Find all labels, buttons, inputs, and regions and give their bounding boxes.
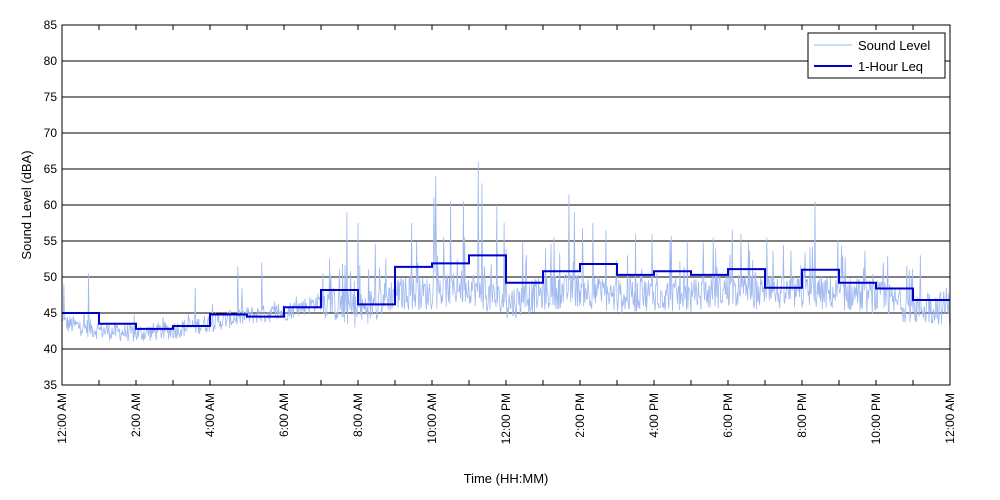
- y-tick-label: 60: [44, 198, 58, 212]
- x-tick-label: 10:00 PM: [869, 393, 883, 444]
- leq-series-line: [62, 254, 950, 330]
- y-tick-label: 35: [44, 378, 58, 392]
- y-tick-label: 55: [44, 234, 58, 248]
- x-tick-label: 4:00 AM: [203, 393, 217, 437]
- x-tick-label: 2:00 AM: [129, 393, 143, 437]
- legend-label-sound-level: Sound Level: [858, 38, 930, 53]
- y-tick-label: 70: [44, 126, 58, 140]
- y-tick-label: 65: [44, 162, 58, 176]
- y-tick-label: 45: [44, 306, 58, 320]
- y-tick-label: 80: [44, 54, 58, 68]
- x-tick-label: 6:00 PM: [721, 393, 735, 438]
- x-tick-label: 4:00 PM: [647, 393, 661, 438]
- x-tick-label: 10:00 AM: [425, 393, 439, 444]
- y-axis-ticks: 35 40 45 50 55 60 65 70 75 80 85: [44, 18, 58, 392]
- x-tick-label: 12:00 PM: [499, 393, 513, 444]
- x-tick-label: 8:00 AM: [351, 393, 365, 437]
- x-tick-label: 2:00 PM: [573, 393, 587, 438]
- x-tick-label: 12:00 AM: [943, 393, 957, 444]
- x-tick-label: 12:00 AM: [55, 393, 69, 444]
- x-tick-label: 6:00 AM: [277, 393, 291, 437]
- x-axis-title: Time (HH:MM): [464, 471, 549, 486]
- legend: Sound Level 1-Hour Leq: [807, 32, 946, 79]
- y-tick-label: 85: [44, 18, 58, 32]
- y-tick-label: 50: [44, 270, 58, 284]
- x-axis-ticks: 12:00 AM 2:00 AM 4:00 AM 6:00 AM 8:00 AM 10:0…: [55, 25, 957, 444]
- y-tick-label: 75: [44, 90, 58, 104]
- y-axis-title: Sound Level (dBA): [19, 150, 34, 259]
- y-tick-label: 40: [44, 342, 58, 356]
- legend-label-leq: 1-Hour Leq: [858, 59, 923, 74]
- plot-frame: [61, 24, 951, 386]
- legend-box: [807, 32, 946, 79]
- x-tick-label: 8:00 PM: [795, 393, 809, 438]
